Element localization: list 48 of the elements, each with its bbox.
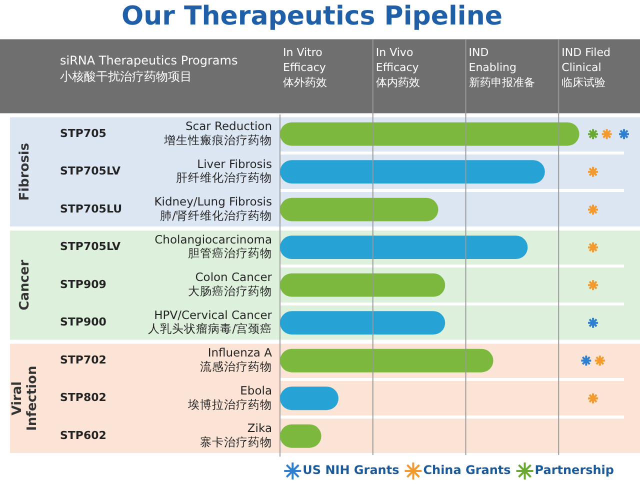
text: STP705 <box>60 126 106 140</box>
y-tick-label: Liver Fibrosis 肝纤维化治疗药物 <box>176 156 272 185</box>
band-label: Viral Infection <box>10 366 40 431</box>
bar <box>280 273 446 297</box>
point <box>587 166 600 178</box>
text: STP602 <box>60 428 106 442</box>
point <box>594 354 606 367</box>
bar <box>280 122 580 146</box>
point <box>587 128 600 140</box>
bar <box>280 198 438 222</box>
text: IND Filed Clinical 临床试验 <box>562 46 610 90</box>
bar <box>280 236 528 260</box>
text: In Vivo Efficacy 体内药效 <box>376 46 420 90</box>
y-tick-label: HPV/Cervical Cancer 人乳头状瘤病毒/宫颈癌 <box>148 308 272 336</box>
bar <box>280 160 545 184</box>
point <box>600 128 613 140</box>
text: STP702 <box>60 353 106 366</box>
band-label: Cancer <box>17 259 32 310</box>
point <box>587 316 600 329</box>
y-tick-label: Cholangiocarcinoma 胆管癌治疗药物 <box>154 232 272 260</box>
point <box>618 128 630 140</box>
legend-label: US NIH Grants <box>302 463 400 478</box>
y-axis-title: siRNA Therapeutics Programs 小核酸干扰治疗药物项目 <box>60 53 238 84</box>
point <box>587 392 600 404</box>
point <box>587 241 600 254</box>
y-tick-label: Ebola 埃博拉治疗药物 <box>187 383 272 412</box>
chart-title: Our Therapeutics Pipeline <box>122 1 502 32</box>
text: STP705LU <box>60 202 122 216</box>
y-tick-label: Kidney/Lung Fibrosis 肺/肾纤维化治疗药物 <box>154 194 272 222</box>
text: IND Enabling 新药申报准备 <box>468 46 535 90</box>
point <box>580 354 592 367</box>
legend-label: China Grants <box>423 463 511 478</box>
text: STP900 <box>60 316 107 329</box>
bar <box>280 348 494 372</box>
legend-label: Partnership <box>534 463 614 478</box>
text: STP705LV <box>60 240 121 254</box>
text: STP909 <box>60 278 106 291</box>
band-label: Fibrosis <box>17 142 32 201</box>
y-tick-label: Scar Reduction 增生性瘢痕治疗药物 <box>163 119 272 147</box>
text: STP705LV <box>60 164 121 178</box>
y-tick-label: Influenza A 流感治疗药物 <box>200 346 272 374</box>
y-tick-label: Zika 寨卡治疗药物 <box>200 421 272 450</box>
point <box>587 204 600 216</box>
text: STP802 <box>60 391 106 404</box>
bar <box>280 311 446 335</box>
point <box>587 279 600 292</box>
text: In Vitro Efficacy 体外药效 <box>283 46 327 90</box>
y-tick-label: Colon Cancer 大肠癌治疗药物 <box>188 270 272 298</box>
